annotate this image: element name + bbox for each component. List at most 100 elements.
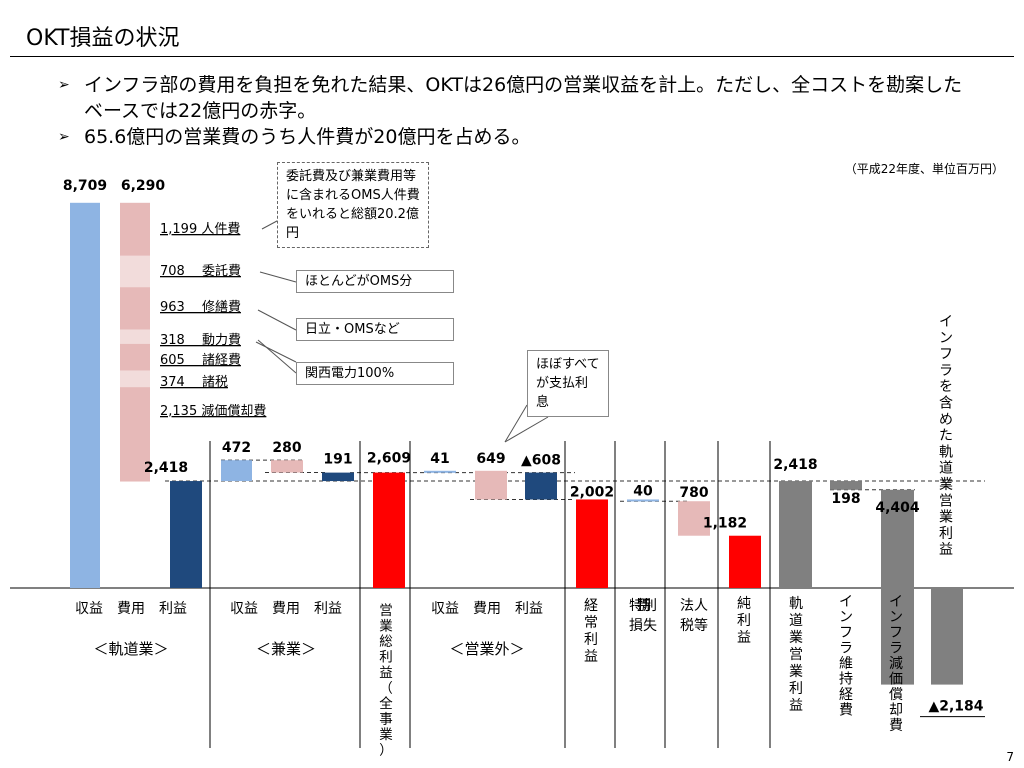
xlabel-incl-infra: を — [939, 379, 953, 395]
xlabel-ordinary-profit: 利 — [584, 632, 598, 648]
xlabel-rail-group: ＜軌道業＞ — [93, 640, 168, 658]
note-oms-personnel: 委託費及び兼業費用等に含まれるOMS人件費をいれると総額20.2億円 — [277, 162, 429, 248]
xlabel-incl-infra: フ — [939, 347, 953, 363]
xlabel-infra-dep: 却 — [889, 703, 903, 719]
bar-ordinary-profit — [576, 499, 608, 588]
xlabel-tax: 法人 — [680, 598, 708, 614]
expense-segment — [120, 287, 150, 330]
breakdown-label: 2,135 減価償却費 — [160, 403, 266, 419]
breakdown-label: 318 動力費 — [160, 333, 241, 348]
callout-line — [504, 416, 549, 443]
xlabel-ordinary-profit: 常 — [584, 615, 598, 631]
data-label-special-loss: 40 — [633, 483, 653, 499]
data-label-incl-infra: ▲2,184 — [928, 699, 983, 715]
xlabel-net-profit: 益 — [737, 630, 751, 646]
expense-segment — [120, 329, 150, 344]
xlabel-gross-profit: 営 — [379, 603, 393, 619]
xlabel-infra-maint: イ — [839, 594, 853, 610]
data-label-nonop-expense: 649 — [476, 451, 505, 467]
note-kansai-electric: 関西電力100% — [296, 362, 454, 385]
expense-segment — [120, 343, 150, 371]
xlabel-gross-profit: 業 — [379, 727, 393, 743]
xlabel-infra-maint: 費 — [839, 703, 853, 719]
xlabel-gross-profit: 総 — [379, 634, 393, 650]
xlabel-incl-infra: ン — [939, 330, 953, 346]
xlabel-incl-infra: め — [939, 412, 953, 428]
data-label-corp-tax: 780 — [679, 485, 708, 501]
breakdown-label: 963 修繕費 — [160, 299, 241, 315]
xlabel-special: 特別 — [629, 598, 657, 614]
xlabel-net-profit: 利 — [737, 613, 751, 629]
bar-corp-tax — [678, 501, 710, 536]
data-label-rail-profit: 2,418 — [144, 460, 188, 476]
bar-nonop-profit — [525, 472, 557, 500]
bar-special-loss — [627, 499, 659, 502]
xlabel-special: 別 — [637, 598, 651, 614]
data-label-rail-op-profit: 2,418 — [773, 457, 817, 473]
bar-gross-profit — [373, 472, 405, 588]
xlabel-special: 特 — [637, 598, 651, 614]
bar-side-expense — [271, 460, 303, 473]
xlabel-infra-dep: 費 — [889, 718, 903, 734]
data-label-rail-revenue: 8,709 — [63, 178, 107, 194]
xlabel-ordinary-profit: 益 — [584, 649, 598, 665]
callout-line — [504, 404, 528, 443]
xlabel-infra-dep: 償 — [889, 687, 903, 703]
breakdown-label: 708 委託費 — [160, 263, 241, 279]
breakdown-label: 605 諸経費 — [160, 352, 241, 368]
bar-side-profit — [322, 472, 354, 482]
xlabel-infra-dep: ン — [889, 610, 903, 626]
data-label-nonop-profit: ▲608 — [521, 453, 561, 469]
xlabel-incl-infra: 営 — [939, 493, 953, 509]
note-interest: ほぼすべてが支払利息 — [527, 350, 609, 417]
xlabel-nonop-group: ＜営業外＞ — [449, 640, 524, 658]
xlabel-rail-op-profit: 利 — [789, 681, 803, 697]
callout-line — [255, 341, 297, 363]
xlabel-rail-op-profit: 道 — [789, 613, 803, 629]
bullet-arrow-icon: ➢ — [58, 77, 70, 93]
xlabel-gross-profit: 全 — [379, 695, 393, 712]
xlabel-rail-op-profit: 業 — [789, 664, 803, 680]
xlabel-gross-profit: 利 — [379, 650, 393, 666]
xlabel-gross-profit: 益 — [379, 665, 393, 681]
xlabel-incl-infra: 含 — [939, 396, 953, 412]
title-rule — [10, 56, 1014, 57]
xlabel-rail-op-profit: 業 — [789, 630, 803, 646]
breakdown-label: 374 諸税 — [160, 374, 228, 390]
bar-side-revenue — [221, 460, 252, 482]
expense-segment — [120, 202, 150, 256]
note-hitachi-oms: 日立・OMSなど — [296, 318, 454, 341]
xlabel-infra-maint: ン — [839, 610, 853, 626]
xlabel-gross-profit: ） — [379, 743, 393, 759]
bar-rail-revenue — [70, 202, 100, 588]
expense-segment — [120, 387, 150, 482]
xlabel-incl-infra: 益 — [939, 542, 953, 558]
callout-line — [257, 339, 297, 374]
xlabel-incl-infra: 業 — [939, 477, 953, 493]
xlabel-infra-dep: ラ — [889, 641, 903, 657]
xlabel-rail-op-profit: 軌 — [789, 596, 803, 612]
xlabel-infra-maint: フ — [839, 625, 853, 641]
bar-infra-dep — [881, 489, 914, 685]
xlabel-incl-infra: 利 — [939, 526, 953, 542]
xlabel-incl-infra: 道 — [939, 461, 953, 477]
xlabel-incl-infra: た — [939, 428, 953, 444]
xlabel-infra-dep: 価 — [889, 672, 903, 688]
data-label-ordinary-profit: 2,002 — [570, 484, 614, 500]
xlabel-net-profit: 純 — [737, 596, 751, 612]
bar-rail-op-profit — [779, 481, 812, 588]
xlabel-infra-maint: ラ — [839, 641, 853, 657]
xlabel-rail-op-profit: 営 — [789, 647, 803, 663]
expense-segment — [120, 370, 150, 388]
note-mostly-oms: ほとんどがOMS分 — [296, 270, 454, 293]
callout-line — [259, 271, 297, 283]
xlabel-gross-profit: （ — [379, 681, 393, 697]
data-label-side-profit: 191 — [323, 452, 352, 468]
expense-segment — [120, 255, 150, 288]
unit-note: （平成22年度、単位百万円） — [844, 162, 1004, 176]
bullet-text: インフラ部の費用を負担を免れた結果、OKTは26億円の営業収益を計上。ただし、全… — [84, 74, 963, 122]
xlabel-side-group: ＜兼業＞ — [256, 640, 316, 658]
data-label-infra-dep: 4,404 — [875, 500, 920, 516]
data-label-gross-profit: 2,609 — [367, 451, 411, 467]
